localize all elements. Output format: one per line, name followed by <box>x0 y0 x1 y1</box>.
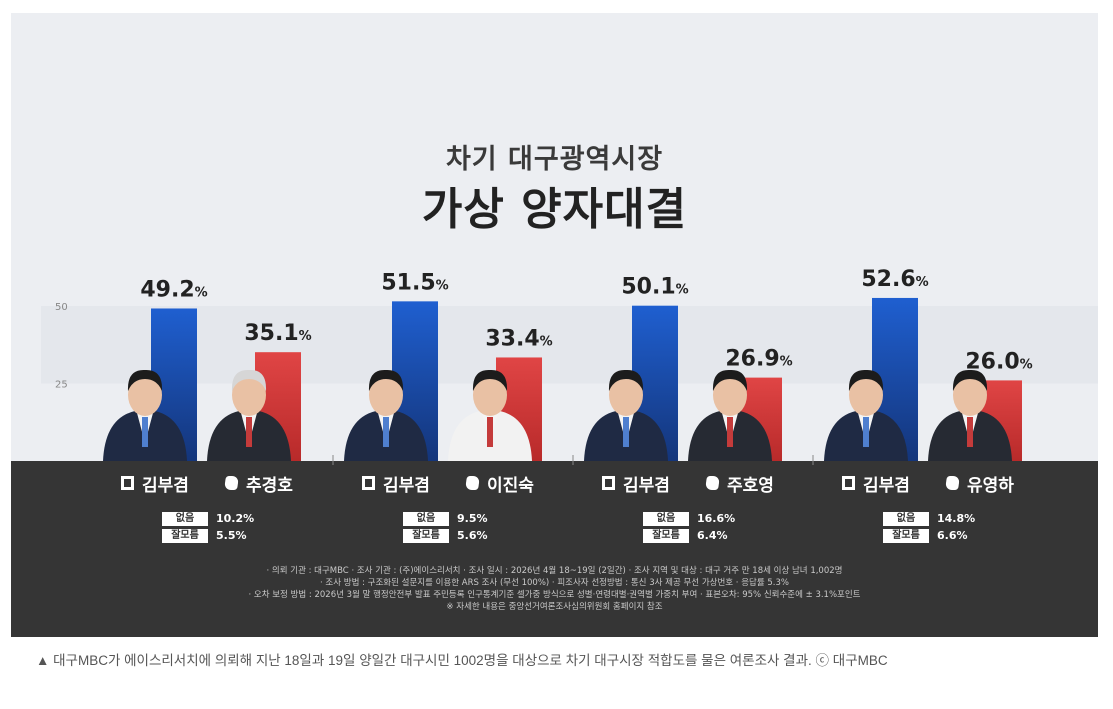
person-photo-icon <box>584 369 668 461</box>
leaf-party-icon <box>465 476 480 490</box>
chart-subtitle: 차기 대구광역시장 <box>445 144 664 175</box>
data-label: 50.1% <box>621 275 688 300</box>
response-value: 6.6% <box>937 529 968 542</box>
square-party-icon <box>842 476 855 490</box>
candidate-name-text: 김부겸 <box>383 475 430 496</box>
data-label: 26.0% <box>965 349 1032 374</box>
square-party-icon <box>602 476 615 490</box>
square-party-icon <box>362 476 375 490</box>
response-row-none: 없음 14.8% <box>883 510 975 527</box>
candidate-name: 김부겸 <box>362 471 430 496</box>
candidate-name: 주호영 <box>705 471 774 496</box>
note-line: · 조사 방법 : 구조화된 설문지를 이용한 ARS 조사 (무선 100%)… <box>320 578 789 588</box>
y-tick-label: 25 <box>55 380 68 391</box>
candidate-name-text: 이진숙 <box>487 475 534 496</box>
survey-notes: · 의뢰 기관 : 대구MBC · 조사 기관 : (주)에이스리서치 · 조사… <box>11 565 1098 613</box>
candidate-name: 이진숙 <box>465 471 534 496</box>
response-value: 10.2% <box>216 512 255 525</box>
response-label: 잘모름 <box>883 528 929 543</box>
candidate-name: 김부겸 <box>842 471 910 496</box>
response-box: 없음 10.2% 잘모름 5.5% <box>162 510 254 544</box>
leaf-party-icon <box>224 476 239 490</box>
note-line: · 오차 보정 방법 : 2026년 3월 말 행정안전부 발표 주민등록 인구… <box>248 590 861 600</box>
response-value: 16.6% <box>697 512 736 525</box>
response-box: 없음 16.6% 잘모름 6.4% <box>643 510 735 544</box>
response-label: 없음 <box>883 511 929 526</box>
response-row-dont-know: 잘모름 6.4% <box>643 527 735 544</box>
response-row-dont-know: 잘모름 5.5% <box>162 527 254 544</box>
note-line: ※ 자세한 내용은 중앙선거여론조사심의위원회 홈페이지 참조 <box>446 602 663 612</box>
bar-chart: 25 50 49.2% 35.1% 51.5% 33.4% 50.1% 26.9% 52.6% 2… <box>41 267 1098 465</box>
data-label: 33.4% <box>485 326 552 351</box>
response-row-dont-know: 잘모름 5.6% <box>403 527 488 544</box>
data-label: 51.5% <box>381 270 448 295</box>
response-box: 없음 14.8% 잘모름 6.6% <box>883 510 975 544</box>
candidate-name-text: 김부겸 <box>142 475 189 496</box>
leaf-party-icon <box>945 476 960 490</box>
response-value: 5.6% <box>457 529 488 542</box>
candidate-name: 김부겸 <box>602 471 670 496</box>
candidate-name-text: 김부겸 <box>863 475 910 496</box>
poll-figure: 차기 대구광역시장 가상 양자대결 25 50 49.2% 35.1% 51.5% 33.… <box>11 13 1098 637</box>
person-photo-icon <box>688 369 772 461</box>
response-value: 6.4% <box>697 529 728 542</box>
response-row-dont-know: 잘모름 6.6% <box>883 527 975 544</box>
data-label: 35.1% <box>244 321 311 346</box>
response-box: 없음 9.5% 잘모름 5.6% <box>403 510 488 544</box>
candidate-name-text: 김부겸 <box>623 475 670 496</box>
candidate-name: 추경호 <box>224 471 293 496</box>
response-label: 잘모름 <box>162 528 208 543</box>
response-label: 없음 <box>162 511 208 526</box>
person-photo-icon <box>448 369 532 461</box>
person-photo-icon <box>207 369 291 461</box>
response-value: 9.5% <box>457 512 488 525</box>
leaf-party-icon <box>705 476 720 490</box>
data-label: 26.9% <box>725 347 792 372</box>
image-caption: ▲ 대구MBC가 에이스리서치에 의뢰해 지난 18일과 19일 양일간 대구시… <box>36 653 888 668</box>
note-line: · 의뢰 기관 : 대구MBC · 조사 기관 : (주)에이스리서치 · 조사… <box>266 566 843 576</box>
response-value: 14.8% <box>937 512 976 525</box>
candidate-name-text: 유영하 <box>967 475 1014 496</box>
person-photo-icon <box>103 369 187 461</box>
chart-title: 가상 양자대결 <box>421 184 688 235</box>
response-value: 5.5% <box>216 529 247 542</box>
data-label: 52.6% <box>861 267 928 292</box>
response-label: 잘모름 <box>643 528 689 543</box>
response-label: 없음 <box>403 511 449 526</box>
candidate-panel <box>11 461 1098 637</box>
candidate-name-text: 주호영 <box>727 475 774 496</box>
person-photo-icon <box>344 369 428 461</box>
response-label: 잘모름 <box>403 528 449 543</box>
response-row-none: 없음 16.6% <box>643 510 735 527</box>
person-photo-icon <box>928 369 1012 461</box>
square-party-icon <box>121 476 134 490</box>
person-photo-icon <box>824 369 908 461</box>
candidate-name: 유영하 <box>945 471 1014 496</box>
y-tick-label: 50 <box>55 302 68 313</box>
response-row-none: 없음 10.2% <box>162 510 254 527</box>
grid-band <box>41 306 1098 384</box>
response-row-none: 없음 9.5% <box>403 510 488 527</box>
data-label: 49.2% <box>140 277 207 302</box>
candidate-name: 김부겸 <box>121 471 189 496</box>
candidate-name-text: 추경호 <box>246 475 293 496</box>
response-label: 없음 <box>643 511 689 526</box>
